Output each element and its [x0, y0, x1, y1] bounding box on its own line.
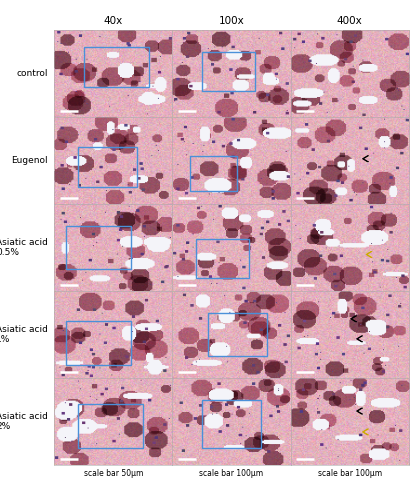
Text: Asiatic acid
2%: Asiatic acid 2%: [0, 412, 48, 431]
Polygon shape: [366, 252, 372, 258]
Text: scale bar 100μm: scale bar 100μm: [199, 469, 264, 478]
Polygon shape: [351, 316, 357, 322]
Text: 100x: 100x: [219, 16, 244, 26]
Text: control: control: [16, 69, 48, 78]
Polygon shape: [362, 429, 369, 435]
Polygon shape: [357, 408, 363, 414]
Bar: [78, 148, 137, 186]
Polygon shape: [357, 336, 363, 342]
Text: scale bar 50μm: scale bar 50μm: [83, 469, 143, 478]
Bar: [202, 52, 255, 91]
Polygon shape: [362, 156, 369, 162]
Bar: [196, 239, 249, 278]
Text: Eugenol: Eugenol: [11, 156, 48, 165]
Text: Asiatic acid
1%: Asiatic acid 1%: [0, 325, 48, 344]
Bar: [208, 313, 267, 356]
Bar: [190, 156, 237, 191]
Bar: [202, 400, 261, 448]
Bar: [66, 322, 131, 365]
Bar: [66, 226, 131, 269]
Text: Asiatic acid
0.5%: Asiatic acid 0.5%: [0, 238, 48, 257]
Bar: [78, 404, 143, 448]
Text: 40x: 40x: [104, 16, 123, 26]
Text: 400x: 400x: [337, 16, 362, 26]
Bar: [84, 48, 149, 86]
Text: scale bar 100μm: scale bar 100μm: [317, 469, 382, 478]
